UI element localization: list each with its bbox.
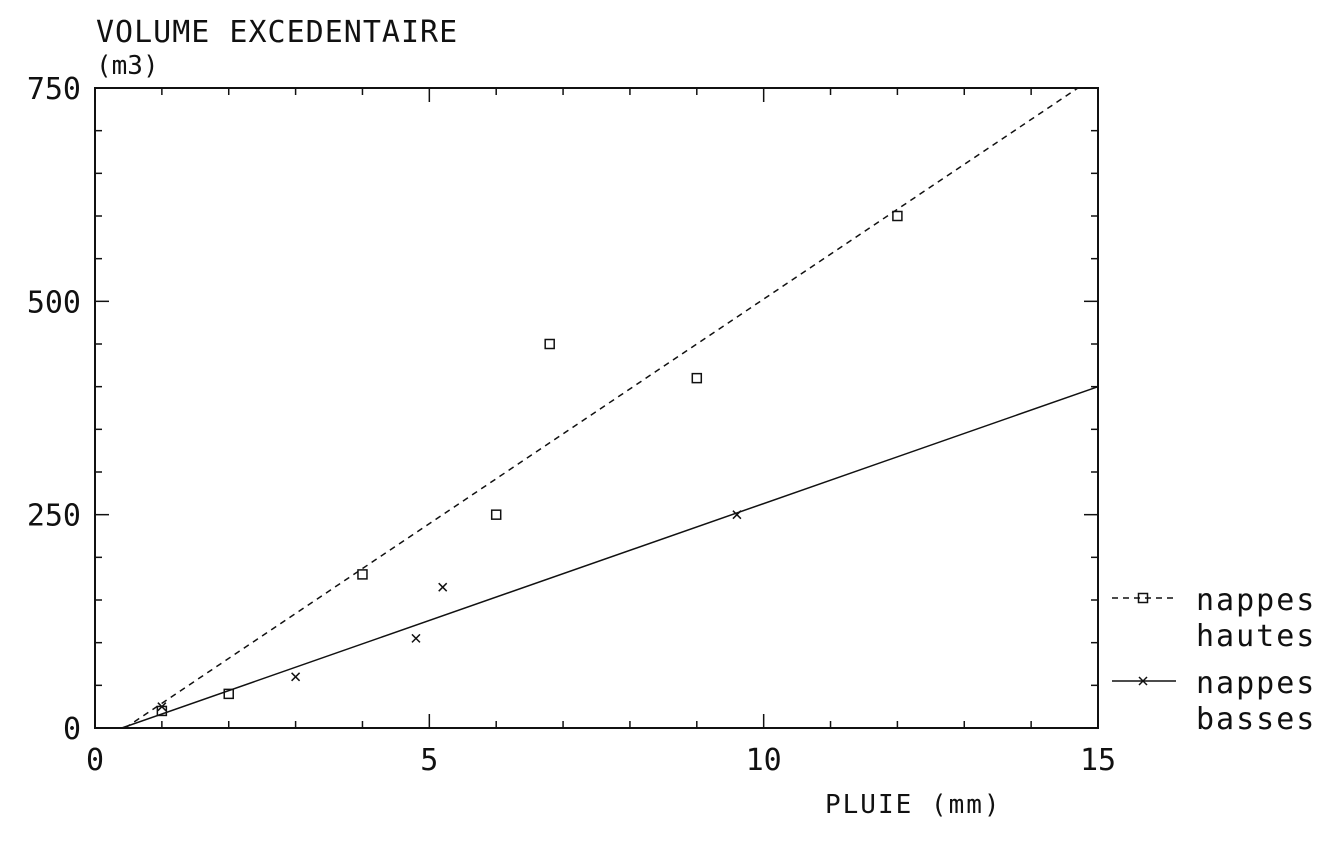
axis-tick-labels: 0 5 10 15 0 250 500 750 xyxy=(27,72,1116,778)
chart-title: VOLUME EXCEDENTAIRE xyxy=(96,15,458,50)
data-point-series-1 xyxy=(732,510,742,520)
legend-label-0-0: nappes xyxy=(1196,583,1316,618)
legend-marker-0 xyxy=(1137,592,1149,604)
data-point-series-1 xyxy=(438,582,448,592)
y-tick-label: 0 xyxy=(63,712,81,747)
fit-line-series-0 xyxy=(124,87,1079,729)
x-tick-label: 10 xyxy=(746,743,782,778)
x-tick-label: 0 xyxy=(86,743,104,778)
data-point-series-0 xyxy=(490,509,502,520)
data-points xyxy=(156,210,903,717)
legend-marker-1 xyxy=(1138,676,1148,686)
legend-label-1-1: basses xyxy=(1196,702,1316,737)
axis-ticks xyxy=(94,87,1099,729)
x-tick-label: 15 xyxy=(1080,743,1116,778)
plot-frame xyxy=(94,87,1099,729)
data-point-series-1 xyxy=(411,633,421,643)
legend-label-0-1: hautes xyxy=(1196,619,1316,654)
data-point-series-0 xyxy=(691,372,703,384)
x-axis-label: PLUIE (mm) xyxy=(825,790,1002,820)
fit-line-series-1 xyxy=(121,385,1099,729)
data-point-series-1 xyxy=(157,702,167,712)
y-tick-label: 500 xyxy=(27,285,81,320)
data-point-series-1 xyxy=(291,672,301,682)
data-point-series-0 xyxy=(544,338,555,350)
x-tick-label: 5 xyxy=(420,743,438,778)
data-point-series-0 xyxy=(223,688,234,700)
data-point-series-0 xyxy=(892,210,903,222)
y-tick-label: 250 xyxy=(27,499,81,534)
legend-label-1-0: nappes xyxy=(1196,666,1316,701)
data-point-series-0 xyxy=(357,569,368,580)
y-unit-label: (m3) xyxy=(96,51,159,81)
y-tick-label: 750 xyxy=(27,72,81,107)
fit-lines xyxy=(121,87,1099,729)
